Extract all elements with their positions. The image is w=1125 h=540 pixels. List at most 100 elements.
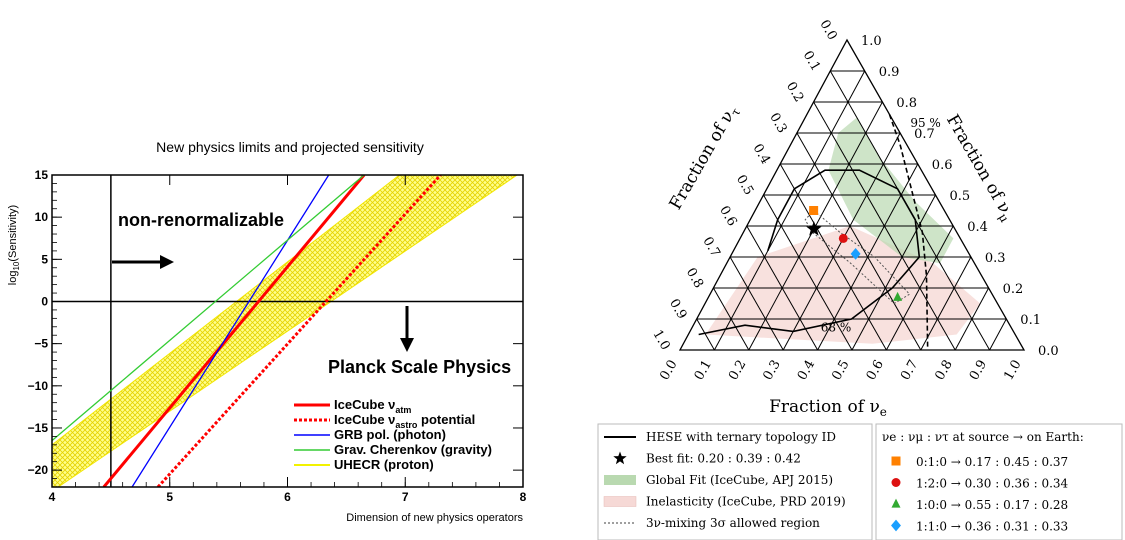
legend-source-label: 1:1:0 → 0.36 : 0.31 : 0.33	[916, 520, 1068, 534]
best-fit-star	[806, 221, 822, 236]
sensitivity-chart: New physics limits and projected sensiti…	[7, 139, 527, 524]
tick-label-mu: 0.8	[896, 96, 917, 111]
contour-label-95: 95 %	[910, 116, 941, 130]
tick-label-e: 0.9	[967, 358, 990, 383]
tick-label-mu: 0.4	[967, 220, 988, 235]
grid-line-e	[954, 287, 990, 351]
y-tick-label: −15	[28, 421, 49, 435]
legend-marker-square	[891, 456, 901, 466]
tick-label-mu: 0.2	[1003, 282, 1024, 297]
tick-label-e: 0.1	[692, 358, 715, 383]
grid-line-tau	[729, 256, 784, 351]
tick-label-tau: 0.6	[716, 204, 739, 229]
regions	[705, 117, 981, 344]
legend-right-title: νe : νμ : ντ at source → on Earth:	[882, 430, 1084, 444]
y-tick-label: 5	[41, 252, 48, 266]
plot-area	[52, 175, 523, 487]
y-tick-label: 15	[35, 168, 49, 182]
y-axis-label: log10(Sensitivity)	[7, 205, 21, 285]
ternary-chart: 95 %68 % 0.00.00.00.10.10.10.20.20.20.30…	[597, 18, 1123, 540]
grid-line-e	[920, 256, 972, 351]
tick-label-tau: 0.1	[800, 49, 823, 74]
source-marker-square	[809, 206, 819, 215]
global-fit-region	[828, 117, 954, 264]
tick-label-e: 0.4	[795, 358, 818, 383]
ternary-left-label: Fraction of ντ	[666, 101, 744, 214]
grid-line-e	[989, 318, 1007, 351]
tick-label-mu: 0.5	[950, 189, 971, 204]
tick-label-e: 1.0	[1001, 358, 1024, 383]
grid-line-e	[851, 194, 936, 351]
down-arrowhead	[400, 338, 414, 352]
x-tick-label: 7	[402, 490, 409, 504]
legend-source-label: 0:1:0 → 0.17 : 0.45 : 0.37	[916, 455, 1068, 469]
x-tick-label: 8	[520, 490, 527, 504]
contour-label-68: 68 %	[821, 320, 852, 334]
tick-label-tau: 0.0	[816, 18, 839, 43]
contours: 95 % 68 %	[698, 114, 941, 351]
tick-label-mu: 0.9	[879, 65, 900, 80]
x-tick-label: 6	[284, 490, 291, 504]
x-tick-label: 5	[166, 490, 173, 504]
tick-label-tau: 1.0	[649, 328, 672, 353]
legend-label: UHECR (proton)	[334, 457, 434, 472]
y-tick-label: −20	[28, 463, 49, 477]
tick-label-e: 0.7	[898, 358, 921, 383]
markers	[806, 206, 903, 301]
contour-95	[888, 114, 929, 351]
tick-label-mu: 0.0	[1038, 344, 1059, 359]
grid-line-tau	[696, 318, 715, 351]
grid-line-tau	[763, 194, 853, 351]
tick-label-mu: 0.1	[1020, 313, 1041, 328]
axes: 4 5 6 7 8 15 10 5 0 −5 −10 −15 −20	[28, 168, 527, 504]
legend-marker-triangle	[891, 498, 901, 508]
series-line-1	[156, 175, 442, 487]
x-axis-label: Dimension of new physics operators	[346, 512, 523, 524]
series-line-3	[52, 175, 365, 442]
grid-line-e	[713, 70, 866, 351]
y-tick-label: −10	[28, 379, 49, 393]
legend-label: 3ν-mixing 3σ allowed region	[646, 516, 820, 530]
legend-swatch-star	[613, 451, 627, 465]
legend-swatch-green	[604, 475, 636, 485]
ternary-ticks: 0.0 0.0 0.0 0.1 0.1 0.1 0.2 0.2 0.2 0.3 0.3 0.3 0.4 0…	[649, 18, 1058, 383]
tick-label-tau: 0.7	[699, 235, 722, 260]
source-marker-circle	[838, 233, 848, 243]
ternary-legend: HESE with ternary topology ID Best fit: 0…	[597, 423, 1123, 540]
legend-label: HESE with ternary topology ID	[646, 430, 836, 444]
y-tick-label: −5	[34, 337, 48, 351]
triangle-frame	[678, 38, 1026, 351]
contour-68	[698, 169, 921, 336]
legend-label: IceCube νastro potential	[334, 412, 475, 430]
legend-swatch-pink	[603, 496, 637, 507]
legend-marker-circle	[891, 478, 901, 487]
tick-label-tau: 0.5	[733, 173, 756, 198]
right-arrowhead	[160, 255, 174, 269]
tick-label-tau: 0.8	[683, 266, 706, 291]
annotations: non-renormalizable Planck Scale Physics	[112, 210, 511, 377]
tick-label-e: 0.6	[864, 358, 887, 383]
source-marker-triangle	[893, 291, 903, 301]
planck-scale-label: Planck Scale Physics	[328, 357, 511, 377]
legend-label: Inelasticity (IceCube, PRD 2019)	[646, 495, 846, 509]
series-line-0	[102, 175, 366, 487]
tick-label-e: 0.2	[726, 358, 749, 383]
tick-label-e: 0.3	[761, 358, 784, 383]
tick-label-tau: 0.3	[766, 111, 789, 136]
tick-label-tau: 0.9	[666, 297, 689, 322]
x-tick-label: 4	[49, 490, 56, 504]
grid-line-e	[885, 225, 954, 351]
grid-line-tau	[796, 132, 922, 351]
grid-line-tau	[712, 287, 750, 351]
mixing-3sigma-region	[804, 209, 911, 305]
y-tick-label: 10	[35, 210, 49, 224]
tick-label-e: 0.5	[829, 358, 852, 383]
y-tick-label: 0	[41, 294, 48, 308]
chart-title: New physics limits and projected sensiti…	[156, 139, 424, 155]
legend-label: Best fit: 0.20 : 0.39 : 0.42	[646, 452, 801, 466]
legend-marker-diamond	[891, 519, 901, 532]
tick-label-mu: 0.3	[985, 251, 1006, 266]
legend-label: Global Fit (IceCube, APJ 2015)	[646, 473, 833, 487]
tick-label-tau: 0.2	[783, 80, 806, 105]
